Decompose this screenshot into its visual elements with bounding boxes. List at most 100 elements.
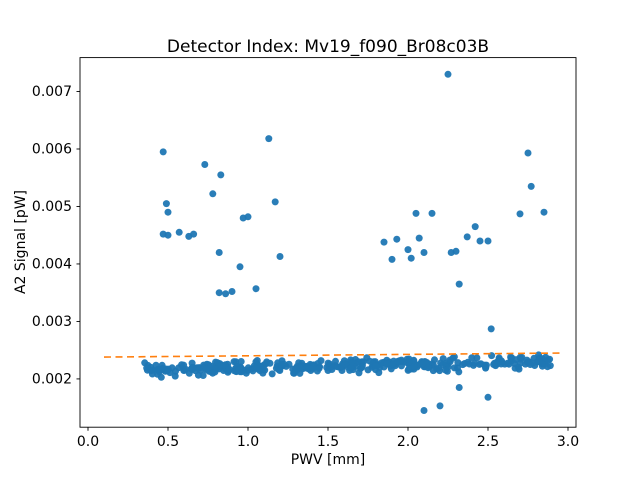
data-point (141, 359, 149, 367)
data-point (265, 135, 273, 143)
data-point (236, 263, 244, 271)
data-point (437, 359, 445, 367)
data-point (442, 366, 450, 374)
data-point (380, 238, 388, 246)
data-point (516, 210, 524, 218)
data-point (178, 361, 186, 369)
data-point (473, 354, 481, 362)
data-point (412, 209, 420, 217)
data-point (436, 402, 444, 410)
data-point (468, 354, 476, 362)
x-tick-label: 0.5 (157, 434, 179, 450)
data-point (366, 357, 374, 365)
data-point (471, 223, 479, 231)
data-point (159, 148, 167, 156)
data-point (507, 353, 515, 361)
data-point (262, 360, 270, 367)
data-point (404, 246, 412, 254)
data-point (535, 358, 543, 365)
data-point (455, 280, 463, 288)
data-point (237, 358, 245, 365)
data-point (292, 365, 300, 373)
data-point (215, 249, 223, 256)
data-point (251, 364, 259, 372)
y-tick-label: 0.003 (32, 314, 72, 330)
data-point (237, 364, 245, 372)
data-point (420, 407, 428, 414)
data-point (476, 237, 484, 245)
data-point (276, 253, 284, 260)
data-point (523, 358, 531, 366)
data-point (393, 235, 401, 243)
data-point (347, 358, 355, 366)
data-point (388, 255, 396, 263)
data-point (203, 365, 210, 373)
data-point (268, 370, 276, 378)
data-point (454, 359, 462, 367)
data-point (444, 70, 452, 78)
data-point (465, 360, 473, 368)
data-point (164, 208, 172, 216)
y-axis-label: A2 Signal [pW] (13, 189, 29, 295)
data-point (253, 357, 261, 364)
data-point (154, 366, 162, 374)
data-point (415, 234, 423, 242)
data-point (504, 359, 511, 367)
data-point (303, 364, 311, 372)
data-point (215, 289, 223, 297)
data-point (190, 230, 198, 238)
data-point (484, 393, 492, 401)
data-point (149, 366, 157, 374)
data-point (188, 359, 196, 367)
data-point (221, 361, 229, 369)
data-point (358, 363, 366, 371)
x-tick-label: 2.5 (477, 434, 499, 450)
data-point (429, 367, 437, 375)
data-point (242, 369, 250, 377)
data-point (471, 359, 479, 367)
fit-line (103, 352, 561, 358)
data-point (225, 365, 233, 373)
data-point (337, 362, 345, 370)
data-point (315, 364, 323, 372)
data-point (212, 358, 220, 366)
data-point (209, 369, 217, 377)
data-point (477, 360, 485, 368)
data-point (309, 364, 317, 372)
data-point (515, 365, 523, 373)
data-point (360, 358, 368, 366)
data-point (512, 356, 520, 364)
data-point (244, 213, 252, 221)
data-point (276, 367, 284, 374)
data-point (428, 209, 436, 217)
y-tick-label: 0.004 (32, 256, 72, 272)
data-point (271, 198, 279, 206)
data-point (285, 360, 293, 368)
data-point (424, 364, 432, 372)
x-tick-label: 2.0 (397, 434, 419, 450)
data-point (487, 325, 495, 333)
data-point (449, 354, 457, 362)
data-point (164, 231, 172, 239)
data-point (420, 249, 428, 256)
data-point (332, 357, 339, 365)
x-tick-label: 0.0 (77, 434, 99, 450)
data-point (364, 366, 372, 374)
y-tick-label: 0.002 (32, 371, 72, 387)
data-point (389, 360, 397, 368)
data-point (484, 237, 492, 245)
data-point (188, 366, 196, 373)
data-point (450, 364, 458, 372)
data-point (544, 363, 551, 371)
y-tick-label: 0.005 (32, 199, 72, 215)
data-point (407, 254, 415, 262)
data-point (166, 369, 174, 377)
data-point (143, 364, 151, 372)
data-point (175, 228, 183, 236)
data-point (452, 247, 460, 255)
data-point (347, 364, 355, 372)
data-point (497, 360, 505, 368)
data-point (259, 365, 267, 373)
